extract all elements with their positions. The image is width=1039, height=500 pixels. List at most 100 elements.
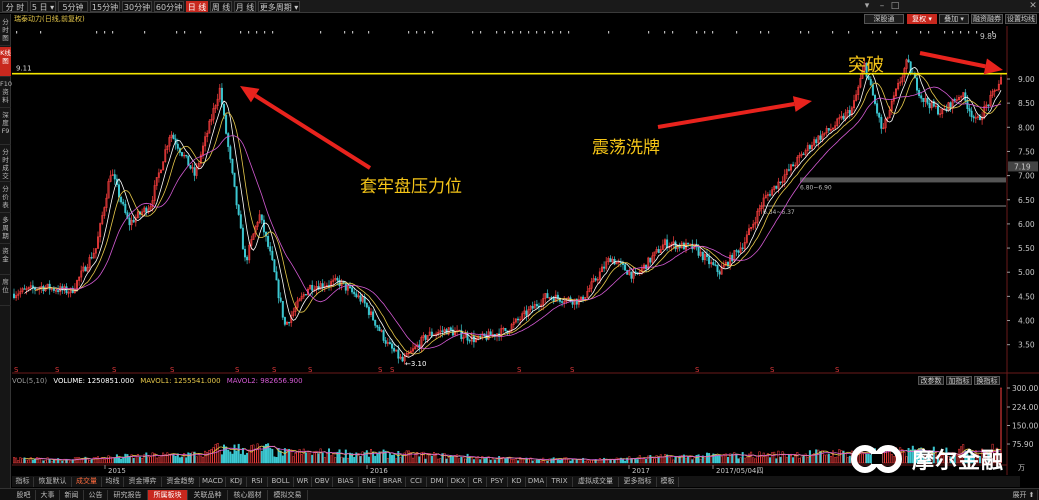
volume-bar	[745, 457, 748, 464]
candle-body	[974, 117, 977, 119]
period-tab[interactable]: 周 线	[210, 1, 232, 12]
indicator-tab[interactable]: 成交量	[72, 477, 102, 487]
indicator-tab[interactable]: BOLL	[268, 477, 294, 487]
bottom-tab[interactable]: 关联品种	[188, 490, 228, 500]
dropdown-icon[interactable]: ▾	[864, 1, 870, 11]
indicator-tab[interactable]: MACD	[200, 477, 226, 487]
overlay-dropdown[interactable]: 叠加 ▾	[939, 14, 969, 24]
indicator-tab[interactable]: 指标	[12, 477, 34, 487]
bottom-tab[interactable]: 研究报告	[108, 490, 148, 500]
nav-item[interactable]: 深度F9	[0, 109, 11, 145]
volume-bar	[281, 455, 284, 464]
indicator-tab[interactable]: CCI	[406, 477, 427, 487]
moer-logo-icon	[850, 444, 908, 474]
indicator-tab[interactable]: 虚拟成交量	[573, 477, 619, 487]
volume-bar	[806, 456, 809, 464]
ma-settings-button[interactable]: 设置均线	[1005, 14, 1037, 24]
volume-bar	[779, 456, 782, 464]
nav-item[interactable]: 资金	[0, 245, 11, 275]
candle-body	[346, 286, 349, 291]
candle-body	[250, 239, 253, 246]
maximize-icon[interactable]: □	[890, 1, 900, 11]
indicator-tab[interactable]: KDJ	[226, 477, 247, 487]
indicator-tab[interactable]: DKX	[448, 477, 469, 487]
change-params-button[interactable]: 改参数	[918, 376, 944, 385]
bottom-tab[interactable]: 股吧	[12, 490, 36, 500]
indicator-tab[interactable]: 恢复默认	[34, 477, 72, 487]
indicator-tab[interactable]: CR	[469, 477, 487, 487]
indicator-tab[interactable]: 模板	[657, 477, 679, 487]
volume-bar	[622, 459, 624, 464]
indicator-tab[interactable]: 资金博弈	[124, 477, 162, 487]
indicator-tab[interactable]: OBV	[312, 477, 333, 487]
period-tab[interactable]: 60分钟	[154, 1, 184, 12]
bottom-tab[interactable]: 所属板块	[148, 490, 188, 500]
volume-bar	[374, 455, 377, 464]
period-tab[interactable]: 5 日 ▾	[30, 1, 56, 12]
indicator-tab[interactable]: DMA	[526, 477, 547, 487]
deep-connect-button[interactable]: 深股通	[864, 14, 904, 24]
price-axis-label: 6.50	[1018, 196, 1035, 205]
volume-bar	[949, 456, 952, 464]
indicator-tab[interactable]: KD	[508, 477, 526, 487]
add-indicator-button[interactable]: 加指标	[946, 376, 972, 385]
nav-item[interactable]: 分价表	[0, 183, 11, 213]
fuquan-dropdown[interactable]: 复权 ▾	[907, 14, 937, 24]
volume-bar	[292, 456, 295, 464]
candle-body	[428, 331, 431, 336]
period-tab[interactable]: 日 线	[186, 1, 208, 12]
volume-bar	[122, 456, 125, 464]
indicator-tab[interactable]: WR	[294, 477, 312, 487]
candle-body	[638, 271, 641, 274]
indicator-tab[interactable]: TRIX	[547, 477, 573, 487]
indicator-tab[interactable]: BRAR	[380, 477, 406, 487]
candle-body	[183, 154, 186, 157]
indicator-tab[interactable]: RSI	[247, 477, 268, 487]
indicator-tab[interactable]: DMI	[427, 477, 448, 487]
nav-item[interactable]: F10资料	[0, 78, 12, 108]
expand-button[interactable]: 展开 ⬆	[1010, 490, 1038, 500]
indicator-tab[interactable]: BIAS	[333, 477, 359, 487]
volume-bar	[472, 459, 475, 464]
period-tab[interactable]: 30分钟	[122, 1, 152, 12]
indicator-tab[interactable]: 资金趋势	[162, 477, 200, 487]
switch-indicator-button[interactable]: 换指标	[974, 376, 1000, 385]
indicator-tab[interactable]: ENE	[359, 477, 380, 487]
volume-bar	[989, 450, 992, 464]
period-tab[interactable]: 5分钟	[58, 1, 88, 12]
margin-trading-button[interactable]: 融资融券	[971, 14, 1003, 24]
candle-body	[246, 256, 249, 261]
nav-item[interactable]: 多周期	[0, 214, 11, 244]
event-dot	[408, 31, 410, 34]
bottom-tab[interactable]: 新闻	[60, 490, 84, 500]
bottom-tab[interactable]: 公告	[84, 490, 108, 500]
candle-body	[229, 146, 232, 160]
close-icon[interactable]: ✕	[1029, 1, 1037, 11]
bottom-tab[interactable]: 大事	[36, 490, 60, 500]
candle-body	[403, 356, 406, 362]
bottom-tab[interactable]: 核心题材	[228, 490, 268, 500]
period-tab[interactable]: 15分钟	[90, 1, 120, 12]
volume-bar	[155, 457, 158, 464]
candle-body	[279, 297, 282, 302]
bottom-tab[interactable]: 模拟交易	[268, 490, 308, 500]
indicator-tab[interactable]: 均线	[102, 477, 124, 487]
indicator-tab[interactable]: PSY	[487, 477, 508, 487]
volume-bar	[332, 453, 335, 464]
volume-bar	[208, 450, 211, 464]
minimize-icon[interactable]: –	[879, 1, 885, 11]
event-dot	[368, 31, 370, 34]
candle-body	[25, 288, 28, 290]
period-tab[interactable]: 月 线	[234, 1, 256, 12]
volume-bar	[974, 450, 977, 464]
nav-item[interactable]: 席位	[0, 276, 11, 306]
volume-bar	[412, 457, 414, 464]
period-tab[interactable]: 更多周期 ▾	[258, 1, 300, 12]
nav-item[interactable]: K线图	[0, 47, 11, 77]
indicator-tab[interactable]: 更多指标	[619, 477, 657, 487]
volume-bar	[668, 457, 671, 464]
nav-item[interactable]: 分时成交	[0, 146, 11, 182]
nav-item[interactable]: 分时图	[0, 16, 11, 46]
period-tab[interactable]: 分 时	[2, 1, 28, 12]
